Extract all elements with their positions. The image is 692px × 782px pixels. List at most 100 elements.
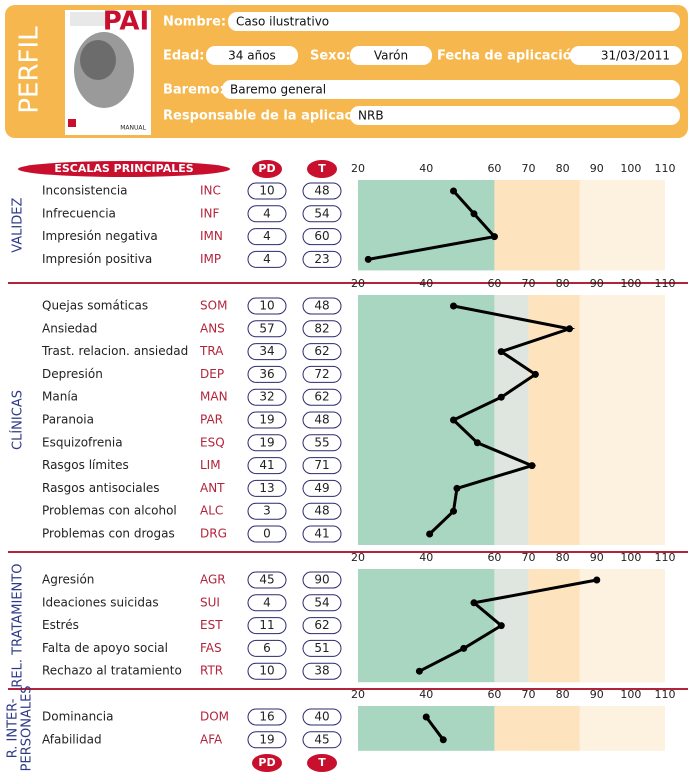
profile-point (497, 622, 505, 630)
pd-box (247, 388, 287, 406)
x-tick-label: 60 (487, 162, 501, 175)
field-box (222, 80, 680, 99)
x-tick-label: 20 (351, 162, 365, 175)
x-tick-label: 90 (590, 551, 604, 564)
zone-low (358, 295, 495, 545)
scale-code: ALC (200, 504, 223, 518)
t-box (302, 571, 342, 589)
t-value: 90 (314, 573, 329, 587)
t-box (302, 457, 342, 475)
x-tick-label: 110 (655, 277, 676, 290)
pd-value: 19 (259, 732, 274, 746)
section-title: PERSONALES (20, 685, 35, 771)
t-value: 41 (314, 527, 329, 541)
profile-point (497, 348, 505, 356)
field-value: Varón (374, 49, 408, 63)
profile-point (473, 439, 481, 447)
section-title: VALIDEZ (11, 198, 26, 253)
t-box (302, 320, 342, 338)
t-box (302, 205, 342, 223)
field-label: Baremo: (163, 83, 225, 98)
profile-point (460, 644, 468, 652)
scale-code: EST (200, 618, 223, 632)
x-tick-label: 80 (556, 162, 570, 175)
pd-value: 13 (259, 481, 274, 495)
x-tick-label: 100 (620, 551, 641, 564)
t-value: 54 (314, 206, 329, 220)
x-tick-label: 100 (620, 277, 641, 290)
profile-point (565, 325, 573, 333)
pd-box (247, 502, 287, 520)
pd-value: 4 (263, 595, 271, 609)
field-box (228, 12, 680, 31)
cover-logo (68, 119, 76, 127)
x-tick-label: 110 (655, 162, 676, 175)
t-value: 71 (314, 458, 329, 472)
x-tick-label: 60 (487, 688, 501, 701)
cover-head-shade (80, 40, 116, 80)
scales-header: ESCALAS PRINCIPALES (54, 162, 193, 175)
pd-value: 11 (259, 618, 274, 632)
scale-code: ESQ (200, 435, 225, 449)
t-box (302, 182, 342, 200)
pd-box (247, 479, 287, 497)
pd-value: 0 (263, 527, 271, 541)
t-value: 82 (314, 321, 329, 335)
scale-code: DEP (200, 367, 224, 381)
field-box (206, 46, 298, 65)
t-box (302, 479, 342, 497)
scale-name: Problemas con drogas (42, 527, 175, 541)
x-tick-label: 80 (556, 688, 570, 701)
scale-name: Quejas somáticas (42, 299, 148, 313)
pd-value: 34 (259, 344, 274, 358)
x-tick-label: 70 (522, 551, 536, 564)
scale-name: Afabilidad (42, 732, 102, 746)
t-header-bg (307, 160, 337, 178)
x-tick-label: 80 (556, 277, 570, 290)
profile-point (439, 736, 447, 744)
scale-code: ANS (200, 321, 225, 335)
t-box (302, 502, 342, 520)
pd-box (247, 571, 287, 589)
t-value: 55 (314, 435, 329, 449)
scale-name: Dominancia (42, 710, 113, 724)
pd-box (247, 457, 287, 475)
t-footer-bg (307, 754, 337, 772)
t-box (302, 365, 342, 383)
pd-box (247, 411, 287, 429)
scale-name: Rechazo al tratamiento (42, 664, 182, 678)
t-footer: T (318, 756, 326, 769)
scale-name: Ansiedad (42, 321, 97, 335)
t-box (302, 708, 342, 726)
field-box (350, 106, 680, 125)
profile-point (593, 576, 601, 584)
field-label: Responsable de la aplicación: (163, 109, 380, 124)
x-tick-label: 110 (655, 688, 676, 701)
profile-point (450, 416, 458, 424)
profile-point (450, 507, 458, 515)
scale-name: Agresión (42, 573, 94, 587)
scale-code: PAR (200, 413, 223, 427)
profile-point (415, 667, 423, 675)
t-box (302, 434, 342, 452)
profile-point (497, 393, 505, 401)
profile-point (364, 255, 372, 263)
scale-code: DRG (200, 527, 227, 541)
t-value: 62 (314, 618, 329, 632)
scale-code: FAS (200, 641, 222, 655)
side-label: PERFIL (15, 26, 45, 114)
t-header: T (318, 162, 326, 175)
pd-value: 19 (259, 435, 274, 449)
x-tick-label: 40 (419, 551, 433, 564)
t-value: 72 (314, 367, 329, 381)
profile-point (450, 302, 458, 310)
section-title: R. INTER- (6, 698, 21, 758)
pd-footer-bg (252, 754, 282, 772)
pd-value: 10 (259, 664, 274, 678)
x-tick-label: 110 (655, 551, 676, 564)
t-value: 38 (314, 664, 329, 678)
section-title: REL. TRATAMIENTO (11, 564, 26, 688)
t-value: 48 (314, 184, 329, 198)
pd-value: 16 (259, 710, 274, 724)
